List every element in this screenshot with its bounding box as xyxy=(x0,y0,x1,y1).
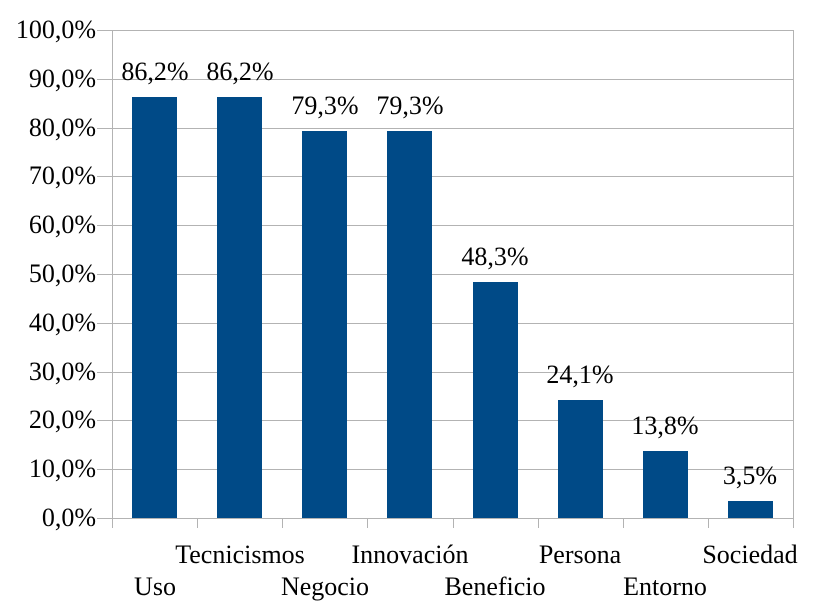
x-axis-tick xyxy=(623,518,624,528)
bar-uso xyxy=(132,97,177,518)
x-axis-label-innovacion: Innovación xyxy=(351,540,469,569)
bar-negocio xyxy=(302,131,347,518)
plot-right-border xyxy=(793,30,794,518)
value-label-negocio: 79,3% xyxy=(291,91,359,120)
x-axis-label-uso: Uso xyxy=(134,572,176,601)
y-gridline xyxy=(112,420,793,422)
x-axis-label-persona: Persona xyxy=(538,540,622,569)
y-axis-tick xyxy=(97,371,112,373)
y-axis-tick xyxy=(97,518,112,519)
bar-beneficio xyxy=(473,282,518,518)
y-axis-tick xyxy=(97,127,112,129)
y-axis-label: 0,0% xyxy=(41,503,96,532)
x-axis-label-negocio: Negocio xyxy=(280,572,370,601)
bar-persona xyxy=(558,400,603,518)
y-gridline xyxy=(112,127,793,129)
y-axis-label: 60,0% xyxy=(28,210,96,240)
y-axis-tick xyxy=(97,322,112,324)
y-axis-tick xyxy=(97,176,112,178)
x-axis-tick xyxy=(112,518,113,528)
x-axis-tick xyxy=(708,518,709,528)
y-gridline xyxy=(112,371,793,373)
x-axis-tick xyxy=(197,518,198,528)
y-gridline xyxy=(112,78,793,80)
y-axis-label: 90,0% xyxy=(28,63,96,93)
y-axis-label: 100,0% xyxy=(15,15,96,44)
value-label-tecnicismos: 86,2% xyxy=(206,57,274,86)
value-label-entorno: 13,8% xyxy=(631,411,699,440)
x-axis-label-sociedad: Sociedad xyxy=(702,540,798,569)
y-axis-tick xyxy=(97,274,112,275)
y-axis-label: 70,0% xyxy=(28,161,96,191)
value-label-uso: 86,2% xyxy=(121,57,189,86)
y-axis-label: 50,0% xyxy=(28,259,96,288)
x-axis-tick xyxy=(793,518,794,528)
x-axis-label-beneficio: Beneficio xyxy=(444,572,546,601)
y-gridline xyxy=(112,225,793,227)
y-gridline xyxy=(112,322,793,324)
x-axis-tick xyxy=(453,518,454,528)
value-label-beneficio: 48,3% xyxy=(461,242,529,271)
x-axis-tick xyxy=(538,518,539,528)
y-axis-label: 40,0% xyxy=(28,307,96,337)
y-gridline xyxy=(112,30,793,31)
y-axis-tick xyxy=(97,30,112,31)
value-label-persona: 24,1% xyxy=(546,360,614,389)
y-axis-tick xyxy=(97,225,112,227)
y-gridline xyxy=(112,469,793,471)
y-axis-line xyxy=(112,30,113,518)
y-axis-label: 20,0% xyxy=(28,405,96,435)
y-gridline xyxy=(112,274,793,275)
y-axis-label: 10,0% xyxy=(28,454,96,484)
y-axis-label: 30,0% xyxy=(28,356,96,386)
bar-sociedad xyxy=(728,500,773,518)
x-axis-label-entorno: Entorno xyxy=(623,572,707,601)
y-gridline xyxy=(112,518,793,519)
bar-innovacion xyxy=(387,131,432,518)
x-axis-label-tecnicismos: Tecnicismos xyxy=(175,540,305,569)
y-axis-label: 80,0% xyxy=(28,112,96,142)
y-axis-tick xyxy=(97,469,112,471)
y-gridline xyxy=(112,176,793,178)
x-axis-tick xyxy=(367,518,368,528)
y-axis-tick xyxy=(97,420,112,422)
y-axis-tick xyxy=(97,78,112,80)
bar-entorno xyxy=(643,450,688,518)
value-label-innovacion: 79,3% xyxy=(376,91,444,120)
value-label-sociedad: 3,5% xyxy=(722,461,778,490)
bar-tecnicismos xyxy=(217,97,262,518)
x-axis-tick xyxy=(282,518,283,528)
